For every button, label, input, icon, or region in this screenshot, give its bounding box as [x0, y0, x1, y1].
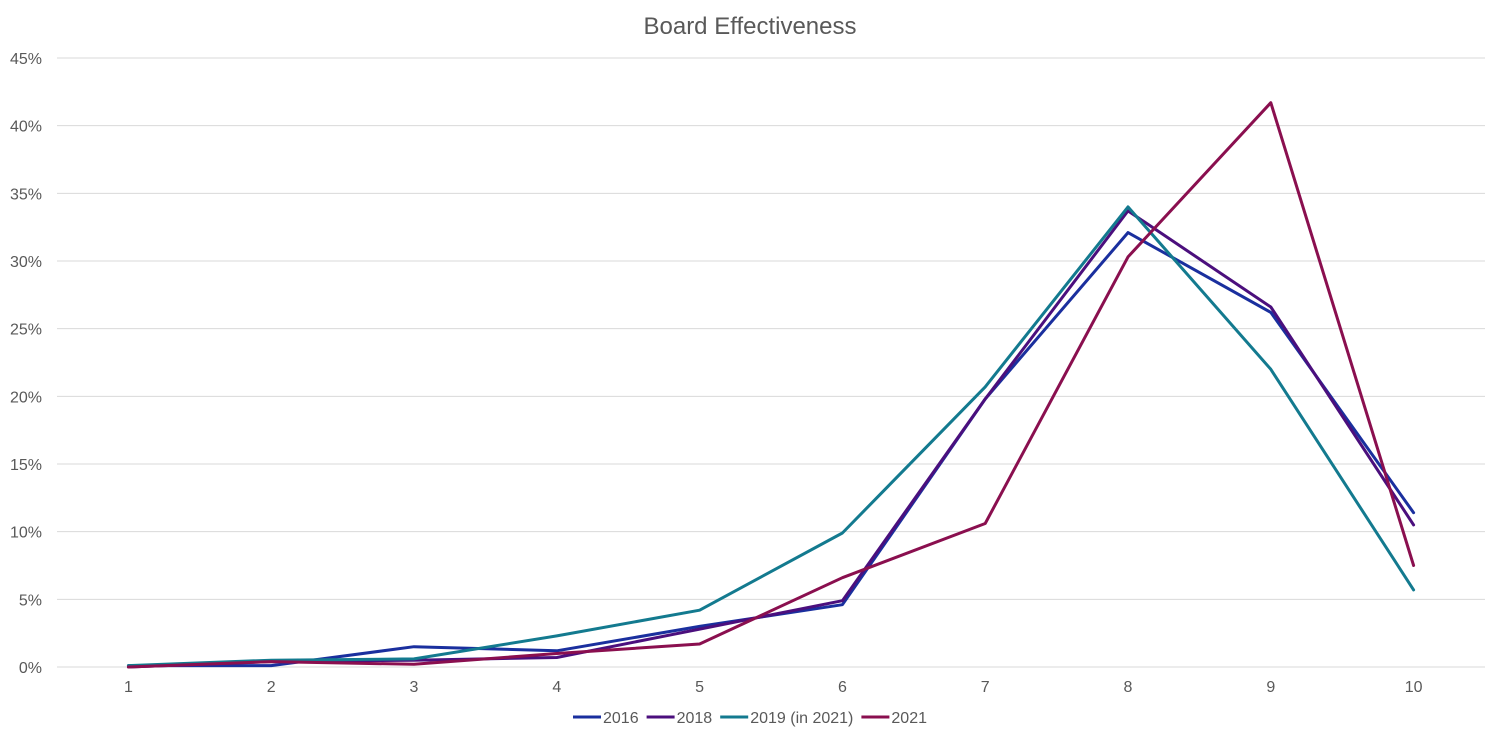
legend-item: 2016: [573, 710, 639, 727]
y-tick-label: 10%: [10, 525, 42, 542]
x-tick-label: 2: [267, 679, 276, 696]
legend-item: 2018: [646, 710, 713, 727]
y-tick-label: 25%: [10, 322, 42, 339]
legend-label: 2019 (in 2021): [750, 710, 853, 727]
x-tick-label: 4: [552, 679, 561, 696]
legend-label: 2018: [677, 710, 713, 727]
chart-title: Board Effectiveness: [643, 13, 856, 40]
gridlines: [57, 57, 1485, 668]
y-tick-label: 5%: [19, 592, 42, 609]
legend: 2016 2018 2019 (in 2021) 2021: [573, 710, 927, 727]
x-tick-label: 7: [981, 679, 990, 696]
y-tick-label: 35%: [10, 186, 42, 203]
series-line-2021: [126, 101, 1416, 669]
y-tick-label: 15%: [10, 457, 42, 474]
y-tick-label: 45%: [10, 51, 42, 68]
x-axis-ticks: 1 2 3 4 5 6 7 8 9 10: [124, 679, 1423, 696]
series-line-2018: [126, 209, 1416, 669]
x-tick-label: 5: [695, 679, 704, 696]
series-line-2016: [126, 231, 1416, 668]
x-tick-label: 9: [1266, 679, 1275, 696]
x-tick-label: 1: [124, 679, 133, 696]
legend-label: 2021: [891, 710, 927, 727]
series-line-2019-in-2021-: [126, 205, 1416, 668]
y-tick-label: 0%: [19, 660, 42, 677]
y-tick-label: 40%: [10, 119, 42, 136]
legend-item: 2021: [861, 710, 927, 727]
y-axis-ticks: 0% 5% 10% 15% 20% 25% 30% 35% 40% 45%: [10, 51, 42, 677]
y-tick-label: 20%: [10, 389, 42, 406]
x-tick-label: 3: [410, 679, 419, 696]
legend-item: 2019 (in 2021): [720, 710, 853, 727]
x-tick-label: 8: [1124, 679, 1133, 696]
series-lines: [126, 101, 1416, 669]
x-tick-label: 6: [838, 679, 847, 696]
legend-label: 2016: [603, 710, 639, 727]
x-tick-label: 10: [1405, 679, 1423, 696]
y-tick-label: 30%: [10, 254, 42, 271]
